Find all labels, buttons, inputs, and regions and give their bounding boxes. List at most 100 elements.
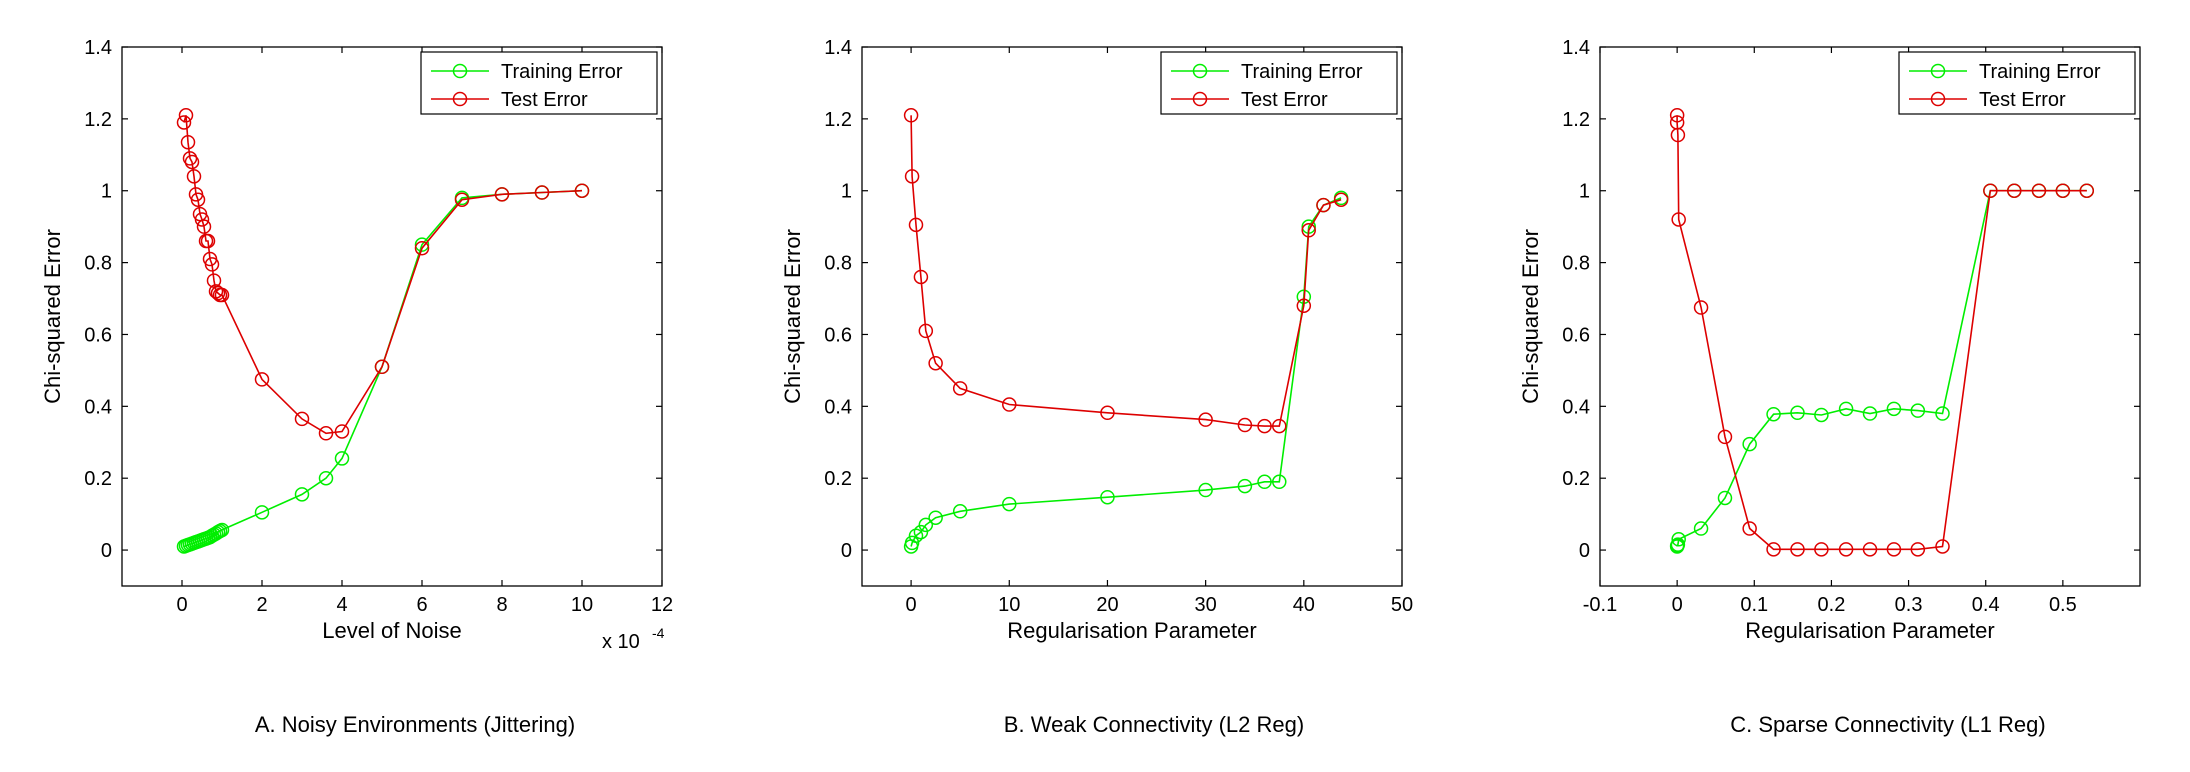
data-point-test [1301,223,1316,238]
x-tick-label: 0 [1672,594,1683,616]
y-axis-label: Chi-squared Error [1518,229,1543,404]
data-point-test [913,269,929,285]
data-point-training [1100,489,1115,505]
data-point-training [1814,407,1829,423]
data-point-training [913,524,929,540]
data-point-test [1002,397,1017,412]
data-point-test [204,257,220,272]
series-line-test [910,115,1342,427]
data-point-training [1670,537,1686,552]
data-point-training [904,535,920,551]
caption-chart-b: B. Weak Connectivity (L2 Reg) [1003,712,1305,737]
data-point-test [1272,418,1287,434]
data-point-training [1257,474,1272,490]
data-point-training [918,517,934,533]
data-point-test [1257,418,1272,434]
y-tick-label: 1 [1579,181,1590,203]
data-point-training [414,237,430,252]
data-point-test [1766,542,1781,557]
data-point-test [2007,183,2022,198]
data-point-training [1742,436,1757,452]
caption-chart-c: C. Sparse Connectivity (L1 Reg) [1730,712,2046,737]
data-point-test [1670,127,1686,143]
data-point-training [1693,521,1709,536]
data-point-test [190,192,206,207]
legend-label-test: Test Error [1241,89,1328,111]
y-tick-label: 1.2 [84,109,112,131]
data-point-test [1717,429,1733,445]
x-axis-label: Level of Noise [322,618,461,643]
y-tick-label: 1.2 [824,109,852,131]
legend-label-training: Training Error [1241,61,1363,83]
data-point-training [1766,406,1781,422]
data-point-training [1237,478,1253,494]
x-tick-label: 0.3 [1895,594,1923,616]
data-point-test [186,169,202,184]
data-point-test [414,240,430,256]
caption-chart-a: A. Noisy Environments (Jittering) [254,712,576,737]
data-point-test [196,219,212,234]
x-tick-label: 10 [998,594,1020,616]
data-point-training [1886,401,1902,417]
x-multiplier-label: x 10 [602,631,640,653]
y-axis-label: Chi-squared Error [40,229,65,404]
data-point-test [1838,542,1854,557]
data-point-test [184,154,200,170]
data-point-training [1910,403,1926,418]
data-point-training [1838,401,1854,417]
data-point-training [908,528,924,543]
data-point-test [1669,108,1685,123]
data-point-training [1198,482,1213,498]
y-tick-label: 0.4 [824,396,852,418]
series-line-test [183,115,583,435]
data-point-training [334,451,350,466]
data-point-test [178,108,194,123]
data-point-training [254,505,270,520]
data-point-test [194,212,210,227]
y-tick-label: 1.4 [824,37,852,59]
legend-label-test: Test Error [501,89,588,111]
data-point-test [494,187,510,202]
x-tick-label: 12 [651,594,673,616]
legend-label-training: Training Error [1979,61,2101,83]
data-point-test [574,183,590,198]
data-point-test [1862,542,1878,557]
chart-noisy-environments: 0 2 4 6 8 10 12 0 0.2 0.4 0.6 0.8 1 1.2 1.4 Level of No… [40,37,673,653]
legend-marker-training [452,63,468,79]
data-point-test [1316,197,1331,213]
y-tick-label: 1 [101,181,112,203]
x-tick-label: 0.2 [1818,594,1846,616]
y-tick-label: 0 [841,540,852,562]
x-tick-label: 0 [906,594,917,616]
y-tick-label: 0.2 [1562,468,1590,490]
y-tick-label: 0.8 [824,253,852,275]
x-tick-label: 0 [176,594,187,616]
x-tick-label: 8 [496,594,507,616]
x-tick-label: -0.1 [1583,594,1617,616]
data-point-test [1100,405,1115,421]
data-point-test [918,323,934,339]
data-point-training [928,510,943,525]
y-tick-label: 0.6 [84,324,112,346]
data-point-test [180,134,196,150]
data-point-test [200,233,216,249]
data-point-test [206,273,222,288]
data-point-training [1272,474,1287,490]
y-tick-label: 0.4 [84,396,112,418]
data-point-training [318,470,334,486]
x-axis-label: Regularisation Parameter [1007,618,1256,643]
data-point-test [2055,183,2071,198]
y-tick-label: 1 [841,181,852,203]
x-tick-label: 40 [1293,594,1315,616]
data-point-test [1693,300,1709,315]
data-point-test [1935,539,1950,554]
legend-marker-test [452,91,468,107]
x-tick-label: 4 [336,594,347,616]
data-point-training [214,522,230,538]
y-tick-label: 0.8 [1562,253,1590,275]
data-point-test [1814,542,1829,557]
y-tick-label: 0.6 [824,324,852,346]
y-tick-label: 1.4 [84,37,112,59]
data-point-test [1198,412,1213,427]
data-point-test [1333,192,1349,207]
